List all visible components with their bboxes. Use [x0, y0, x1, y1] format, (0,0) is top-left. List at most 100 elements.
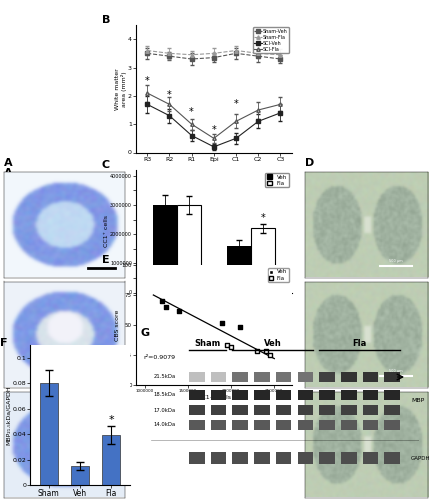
Bar — [189, 405, 205, 415]
Text: 500 μm: 500 μm — [389, 368, 402, 372]
Text: A: A — [4, 168, 13, 177]
Bar — [232, 452, 248, 464]
Point — [219, 318, 226, 326]
Bar — [319, 452, 335, 464]
Bar — [341, 372, 357, 382]
Bar — [341, 420, 357, 430]
Point — [254, 348, 260, 356]
Bar — [254, 420, 270, 430]
Text: 500 μm: 500 μm — [389, 258, 402, 262]
Text: *: * — [108, 414, 114, 424]
Bar — [276, 390, 292, 400]
Y-axis label: White matter
area (mm²): White matter area (mm²) — [114, 68, 127, 110]
Text: *: * — [212, 125, 216, 135]
Bar — [363, 452, 378, 464]
Point — [223, 342, 230, 349]
Bar — [384, 405, 400, 415]
Text: MBP: MBP — [411, 398, 424, 404]
Text: GAPDH: GAPDH — [411, 456, 431, 460]
Text: *: * — [145, 76, 149, 86]
Text: A: A — [4, 158, 13, 168]
Bar — [227, 246, 251, 292]
Point — [163, 303, 170, 311]
Bar — [363, 420, 378, 430]
Bar — [211, 372, 226, 382]
Bar — [363, 405, 378, 415]
Text: 18.5kDa: 18.5kDa — [154, 392, 176, 398]
Bar — [211, 405, 226, 415]
Bar — [189, 420, 205, 430]
Text: D: D — [305, 158, 314, 168]
Point — [176, 306, 183, 314]
Bar — [276, 420, 292, 430]
Bar — [319, 390, 335, 400]
Text: 21.5kDa: 21.5kDa — [154, 374, 176, 380]
Bar — [319, 372, 335, 382]
Text: Fla: Fla — [353, 340, 367, 348]
Bar — [254, 372, 270, 382]
Text: 17.0kDa: 17.0kDa — [154, 408, 176, 412]
Text: F: F — [0, 338, 8, 348]
Bar — [298, 372, 313, 382]
Bar — [341, 452, 357, 464]
Text: 14.0kDa: 14.0kDa — [154, 422, 176, 428]
Bar — [384, 372, 400, 382]
Bar — [177, 205, 200, 292]
Legend: Veh, Fla: Veh, Fla — [268, 268, 289, 282]
Text: E: E — [102, 256, 109, 266]
Bar — [189, 390, 205, 400]
Y-axis label: MBP₂₁.₅kDa/GAPDH: MBP₂₁.₅kDa/GAPDH — [6, 385, 11, 445]
Text: r²=0.9079: r²=0.9079 — [144, 354, 176, 360]
X-axis label: CC1+ cells: CC1+ cells — [197, 394, 231, 400]
Bar — [232, 405, 248, 415]
Text: B: B — [102, 15, 110, 25]
Bar — [70, 466, 89, 485]
Bar — [276, 405, 292, 415]
Text: *: * — [234, 98, 238, 108]
Bar — [319, 420, 335, 430]
Point — [262, 348, 269, 356]
Bar — [211, 420, 226, 430]
Bar — [232, 372, 248, 382]
Bar — [153, 205, 177, 292]
Bar — [276, 452, 292, 464]
Bar — [102, 436, 120, 485]
Bar — [232, 390, 248, 400]
Y-axis label: CC1⁺ cells: CC1⁺ cells — [104, 215, 109, 247]
Text: Sham: Sham — [194, 340, 221, 348]
Text: C: C — [102, 160, 110, 170]
Legend: Sham-Veh, Sham-Fla, SCI-Veh, SCI-Fla: Sham-Veh, Sham-Fla, SCI-Veh, SCI-Fla — [253, 28, 289, 54]
Point — [267, 351, 273, 359]
Legend: Veh, Fla: Veh, Fla — [265, 173, 289, 188]
Bar — [211, 452, 226, 464]
Bar — [384, 452, 400, 464]
Bar — [189, 372, 205, 382]
Bar — [363, 372, 378, 382]
Bar — [341, 405, 357, 415]
Bar — [276, 372, 292, 382]
Bar — [298, 420, 313, 430]
Bar — [319, 405, 335, 415]
Text: Veh: Veh — [264, 340, 282, 348]
Text: *: * — [189, 107, 194, 117]
Bar — [384, 390, 400, 400]
Text: *: * — [167, 90, 172, 100]
Point — [159, 297, 165, 305]
Bar — [298, 405, 313, 415]
Bar — [211, 390, 226, 400]
Bar — [251, 228, 275, 292]
Bar — [254, 405, 270, 415]
Bar — [254, 390, 270, 400]
Text: G: G — [140, 328, 149, 338]
Bar — [341, 390, 357, 400]
Bar — [363, 390, 378, 400]
Point — [236, 324, 243, 332]
Bar — [254, 452, 270, 464]
Bar — [384, 420, 400, 430]
Text: *: * — [260, 213, 265, 223]
Bar — [298, 390, 313, 400]
Y-axis label: CBS score: CBS score — [115, 310, 120, 340]
Bar — [232, 420, 248, 430]
Bar — [298, 452, 313, 464]
Bar — [189, 452, 205, 464]
